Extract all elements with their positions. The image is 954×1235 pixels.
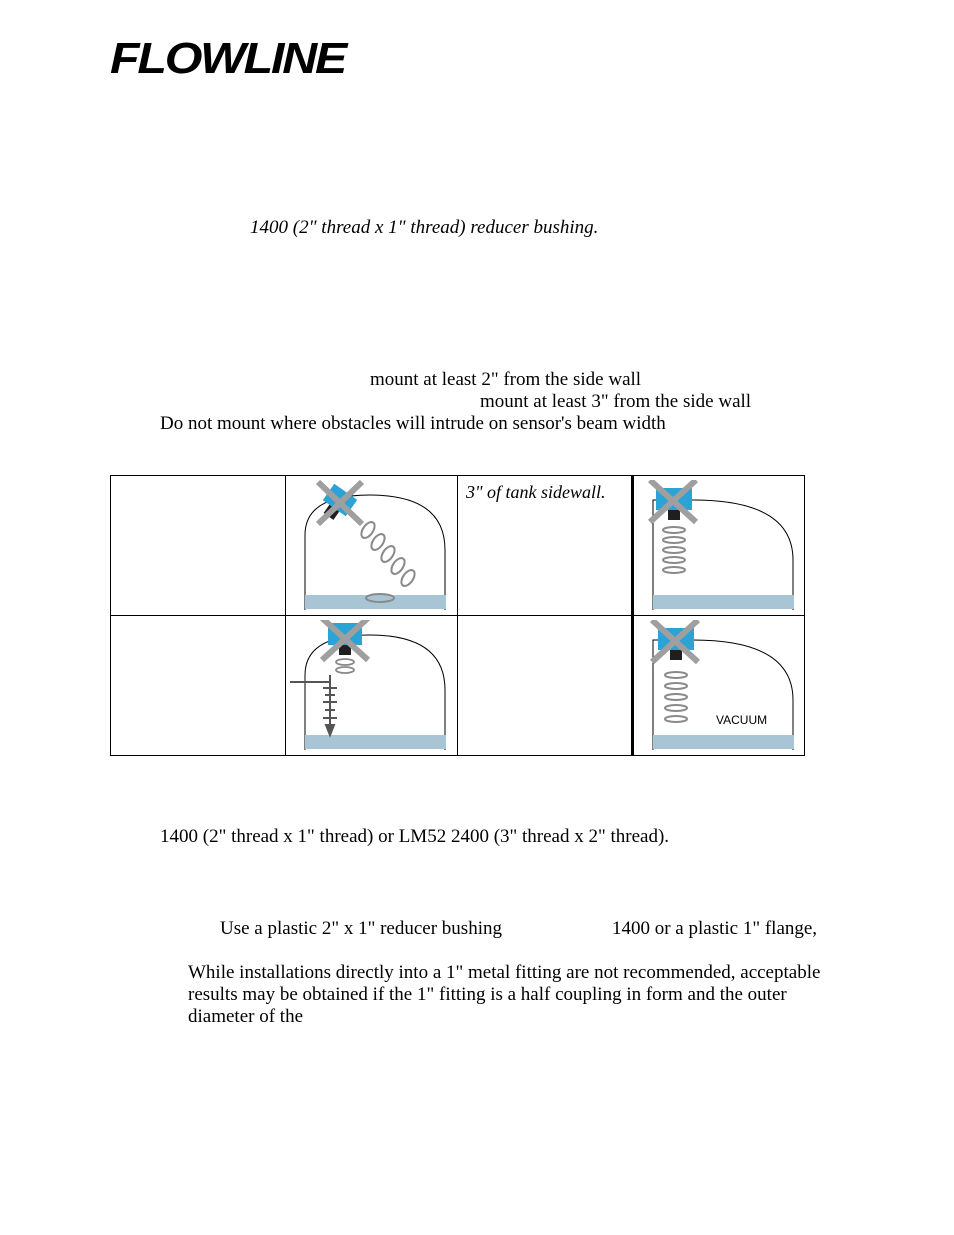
- paragraph-thread-sizes: 1400 (2" thread x 1" thread) or LM52 240…: [160, 826, 844, 848]
- mount-instruction-2in: mount at least 2" from the side wall: [370, 369, 844, 391]
- mount-instruction-obstacles: Do not mount where obstacles will intrud…: [160, 413, 844, 435]
- table-cell-r1c1: [111, 476, 286, 616]
- table-diagram-vacuum: VACUUM: [633, 616, 805, 756]
- vacuum-label: VACUUM: [716, 713, 767, 727]
- mount-instruction-3in: mount at least 3" from the side wall: [480, 391, 844, 413]
- table-diagram-angled-mount: [286, 476, 458, 616]
- table-cell-r2c1: [111, 616, 286, 756]
- table-cell-r1c3: 3" of tank sidewall.: [458, 476, 633, 616]
- brand-logo: FLOWLINE: [110, 40, 954, 77]
- table-diagram-obstacle: [286, 616, 458, 756]
- paragraph-reducer-bushing: 1400 (2" thread x 1" thread) reducer bus…: [250, 217, 844, 239]
- table-diagram-sidewall: [633, 476, 805, 616]
- paragraph-metal-fitting: While installations directly into a 1" m…: [188, 962, 844, 1028]
- installation-table: 3" of tank sidewall.: [110, 475, 844, 756]
- table-cell-r2c3: [458, 616, 633, 756]
- paragraph-bushing-flange: Use a plastic 2" x 1" reducer bushing140…: [160, 918, 844, 940]
